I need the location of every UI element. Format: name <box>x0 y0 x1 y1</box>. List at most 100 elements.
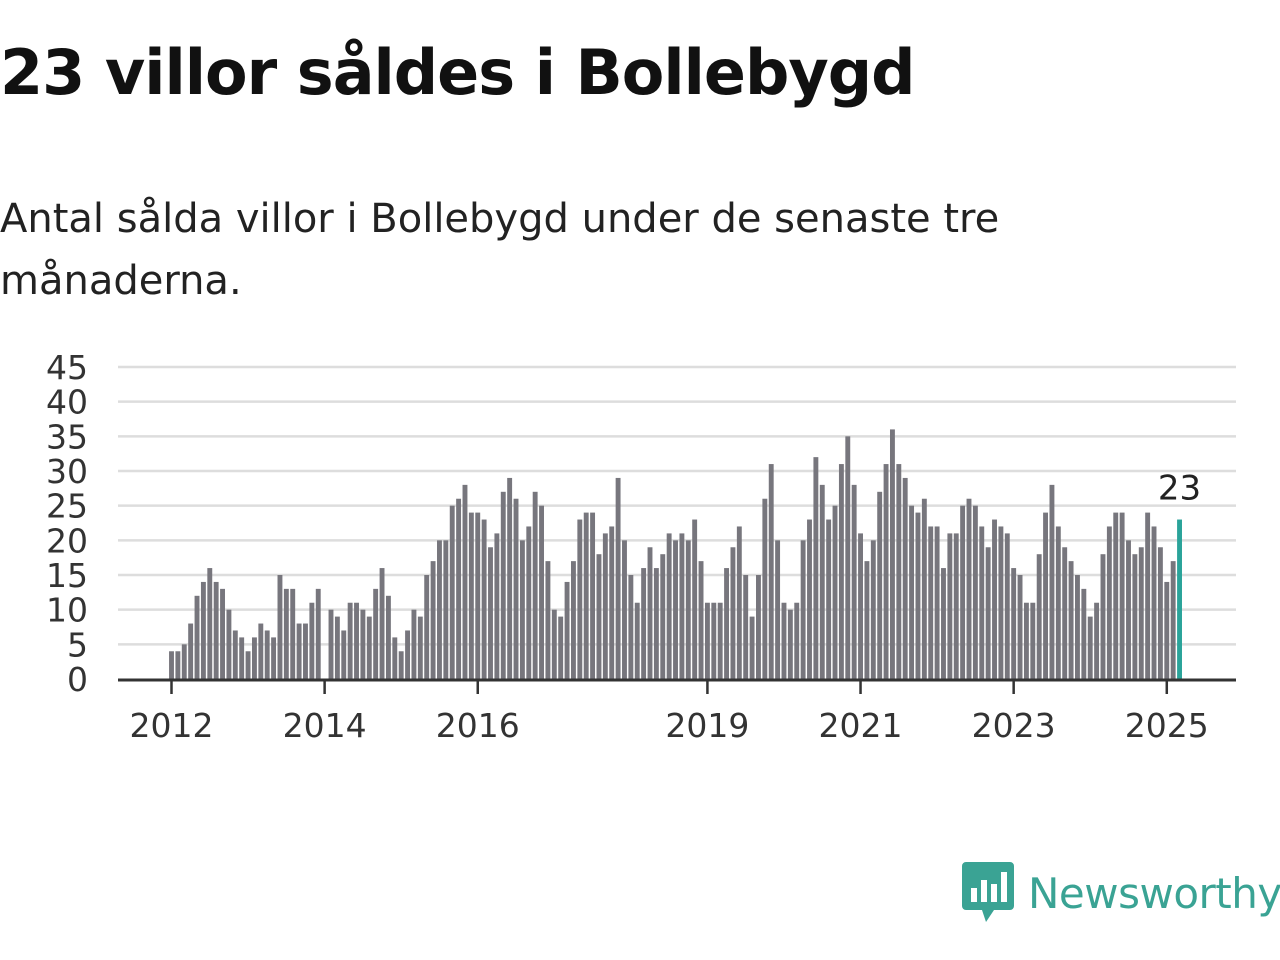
bar <box>558 616 564 679</box>
bar <box>775 540 781 679</box>
bar <box>972 505 978 679</box>
newsworthy-logo-icon <box>962 862 1014 922</box>
bar <box>481 519 487 679</box>
bar <box>787 609 793 679</box>
bar <box>443 540 449 679</box>
bar <box>1138 547 1144 679</box>
brand-name: Newsworthy <box>1028 868 1280 918</box>
bar <box>660 554 666 679</box>
bar <box>1087 616 1093 679</box>
y-tick-label: 15 <box>46 556 88 595</box>
bar <box>526 526 532 679</box>
x-tick-label: 2016 <box>436 706 520 745</box>
bar <box>519 540 525 679</box>
y-tick-label: 0 <box>67 660 88 699</box>
bars <box>169 429 1182 679</box>
bar <box>692 519 698 679</box>
bar <box>947 533 953 679</box>
bar <box>551 609 557 679</box>
bar <box>1043 512 1049 679</box>
bar <box>743 575 749 679</box>
bar <box>590 512 596 679</box>
bar <box>909 505 915 679</box>
bar <box>175 651 181 679</box>
bar <box>679 533 685 679</box>
bar <box>928 526 934 679</box>
bar <box>736 526 742 679</box>
bar <box>1126 540 1131 679</box>
bar <box>1011 568 1017 679</box>
bar <box>500 491 506 679</box>
bar <box>169 651 174 679</box>
bar <box>915 512 921 679</box>
bar <box>807 519 812 679</box>
bar <box>411 609 417 679</box>
bar <box>1132 554 1138 679</box>
bar <box>845 436 851 679</box>
bar <box>883 464 889 679</box>
bar <box>296 623 302 679</box>
bar <box>398 651 404 679</box>
bar <box>347 602 353 679</box>
bar <box>360 609 366 679</box>
bar <box>724 568 730 679</box>
bar <box>985 547 991 679</box>
bar <box>507 477 513 679</box>
bar <box>309 602 315 679</box>
bar <box>1004 533 1010 679</box>
bar <box>1106 526 1112 679</box>
bar <box>392 637 398 679</box>
bar <box>1157 547 1163 679</box>
bar <box>1036 554 1042 679</box>
bar <box>264 630 270 679</box>
x-tick-label: 2014 <box>283 706 367 745</box>
bar <box>756 575 761 679</box>
bar <box>545 561 551 679</box>
brand[interactable]: Newsworthy <box>962 862 1280 924</box>
bar <box>870 540 876 679</box>
bar <box>902 477 908 679</box>
bar <box>602 533 608 679</box>
bar <box>258 623 264 679</box>
bar <box>992 519 997 679</box>
y-tick-label: 40 <box>46 383 88 422</box>
y-tick-label: 20 <box>46 521 88 560</box>
bar <box>634 602 640 679</box>
bar <box>832 505 838 679</box>
bar <box>647 547 653 679</box>
bar <box>513 498 519 679</box>
bar <box>1081 588 1087 679</box>
x-tick-label: 2012 <box>130 706 214 745</box>
bar <box>953 533 959 679</box>
y-tick-label: 30 <box>46 452 88 491</box>
bar <box>468 512 474 679</box>
bar <box>354 602 359 679</box>
bar <box>315 588 321 679</box>
x-axis-ticks: 2012 2014 2016 2019 2021 2023 2025 <box>130 680 1209 745</box>
bar <box>1055 526 1061 679</box>
bar <box>328 609 334 679</box>
bar <box>1030 602 1036 679</box>
highlight-value-label: 23 <box>1158 469 1201 509</box>
y-tick-label: 5 <box>67 625 88 664</box>
bar <box>1151 526 1157 679</box>
bar <box>539 505 544 679</box>
bar <box>1164 581 1170 679</box>
bar <box>979 526 985 679</box>
bar <box>366 616 372 679</box>
bar <box>570 561 576 679</box>
x-tick-label: 2021 <box>819 706 903 745</box>
bar <box>698 561 704 679</box>
y-tick-label: 35 <box>46 417 88 456</box>
bar <box>283 588 289 679</box>
bar <box>1062 547 1068 679</box>
bar <box>226 609 232 679</box>
bar <box>475 512 481 679</box>
bar <box>819 484 825 679</box>
bar <box>188 623 194 679</box>
bar <box>494 533 500 679</box>
bar <box>1068 561 1074 679</box>
y-tick-label: 25 <box>46 487 88 526</box>
bar <box>762 498 768 679</box>
